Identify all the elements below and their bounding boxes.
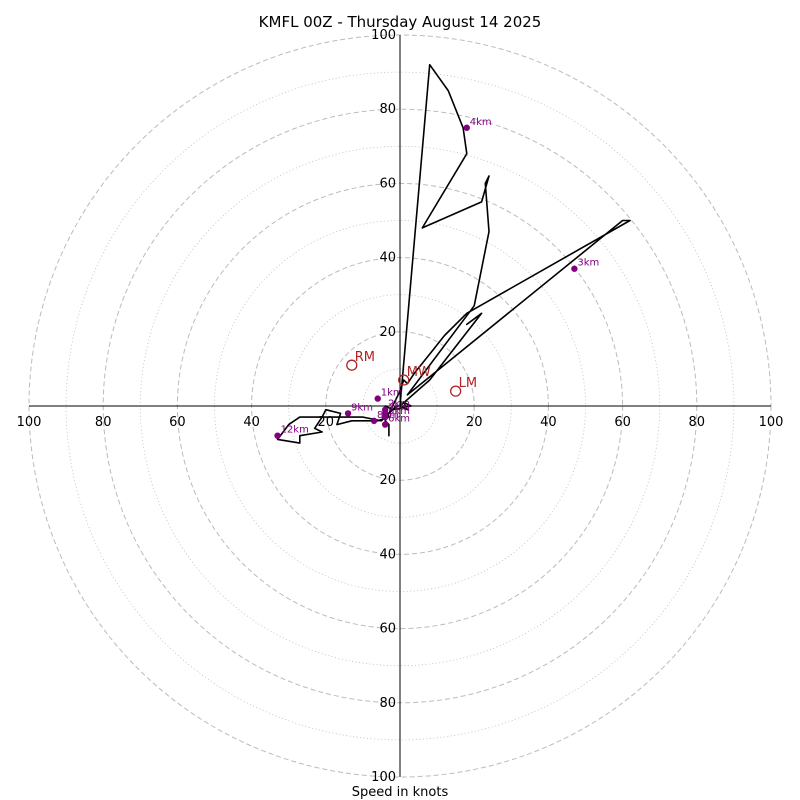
tick-label-right: 100 [759,415,784,430]
height-marker-label: 9km [351,402,373,413]
height-marker-label: 1km [381,388,403,399]
tick-label-bottom: 100 [371,770,396,785]
tick-label-right: 40 [540,415,557,430]
height-marker-point [374,395,381,402]
height-marker-point [274,432,281,439]
tick-label-top: 100 [371,28,396,43]
height-marker-point [463,124,470,131]
tick-label-bottom: 80 [379,696,396,711]
height-marker-label: 6km [388,414,410,425]
height-marker-point [571,265,578,272]
tick-label-left: 100 [17,415,42,430]
height-marker-point [381,410,389,417]
tick-label-right: 20 [466,415,483,430]
tick-label-bottom: 40 [379,547,396,562]
tick-label-right: 60 [614,415,631,430]
height-marker-label: 3km [577,258,599,269]
chart-title: KMFL 00Z - Thursday August 14 2025 [259,13,542,31]
height-marker-point [344,410,352,417]
height-marker-label: 4km [470,117,492,128]
storm-motion-point [449,385,462,397]
tick-label-top: 60 [379,176,396,191]
tick-label-top: 20 [379,325,396,340]
hodograph-trace [276,63,631,444]
tick-label-left: 60 [169,415,186,430]
storm-motion-markers: RM MW LM [346,350,477,397]
height-marker-label: 5km [388,406,410,417]
storm-motion-point [346,359,358,371]
storm-motion-label: MW [407,365,431,380]
tick-labels: 20 40 60 80 10020406080100204060801002040608… [17,28,784,785]
hodograph-line [276,63,631,444]
height-marker-label: 8km [377,410,399,421]
tick-label-top: 80 [379,102,396,117]
height-marker-label: 2km [388,399,410,410]
tick-label-bottom: 60 [379,622,396,637]
storm-motion-label: LM [459,376,477,391]
tick-label-left: 80 [95,415,112,430]
tick-label-top: 40 [379,251,396,266]
height-marker-label: 12km [281,425,309,436]
storm-motion-point [398,374,410,386]
height-marker-label: 7km [388,402,410,413]
storm-motion-label: RM [355,350,375,365]
tick-label-right: 80 [689,415,706,430]
x-axis-label: Speed in knots [352,785,449,800]
height-marker-point [381,421,389,428]
tick-label-left: 40 [243,415,260,430]
height-marker-point [370,417,378,425]
tick-label-bottom: 20 [379,473,396,488]
